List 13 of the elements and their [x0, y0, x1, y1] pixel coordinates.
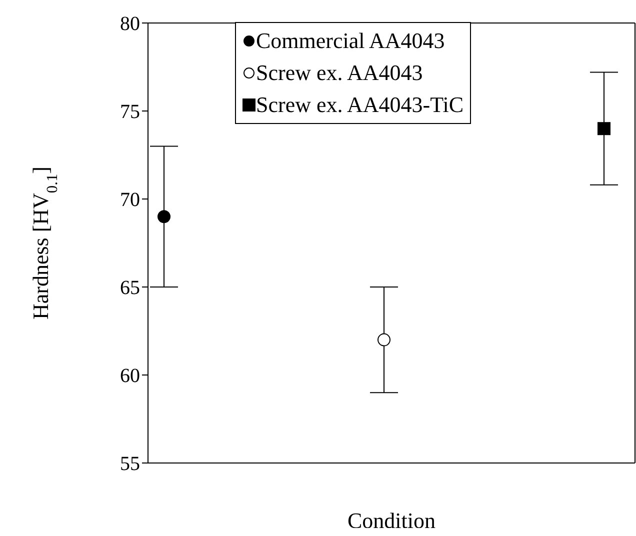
y-tick-label: 75 [120, 101, 140, 124]
point [158, 210, 170, 224]
point [378, 333, 390, 346]
y-tick-label: 55 [120, 453, 140, 476]
point [598, 122, 610, 136]
legend-label: Commercial AA4043 [256, 27, 445, 55]
legend-label: Screw ex. AA4043-TiC [256, 91, 464, 119]
y-tick-label: 70 [120, 189, 140, 212]
legend-label: Screw ex. AA4043 [256, 59, 423, 87]
x-axis-title: Condition [347, 508, 436, 533]
y-tick-label: 80 [120, 13, 140, 36]
y-tick-label: 65 [120, 277, 140, 300]
y-tick-label: 60 [120, 365, 140, 388]
